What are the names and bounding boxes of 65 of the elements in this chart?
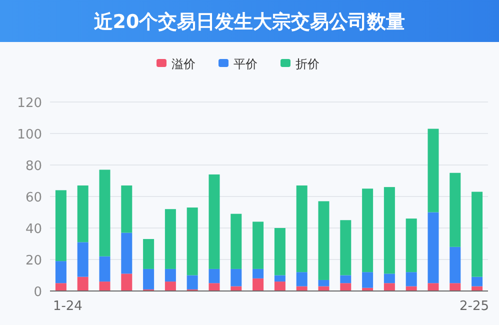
bar [77,242,88,277]
legend-label: 平价 [234,57,258,71]
bar [208,174,220,269]
bar [77,185,88,242]
bar [252,278,264,291]
bar [450,172,461,247]
bar [296,272,308,286]
bar [362,188,374,272]
legend-label: 溢价 [172,57,196,71]
bar [55,283,66,291]
bar [340,220,352,276]
bar [296,185,308,272]
y-tick-label: 20 [25,254,42,268]
bar [318,280,330,286]
bar [450,246,461,284]
bar [384,283,395,291]
y-tick-label: 0 [34,285,42,300]
bar [362,272,374,288]
x-tick-label: 1-24 [52,299,82,314]
y-tick-label: 40 [25,222,42,237]
chart-title: 近20个交易日发生大宗交易公司数量 [92,11,406,33]
bar [318,201,330,280]
bar [121,274,132,291]
bar [186,208,198,276]
bar [340,283,352,291]
y-tick-label: 120 [17,96,42,111]
bar [77,276,88,291]
x-tick-label: 2-25 [460,299,490,314]
bar [99,170,110,256]
bar [428,128,439,212]
bar [121,232,132,274]
bar [55,190,66,262]
bar [164,268,176,282]
bar [230,268,242,286]
bar [406,272,417,286]
bar [252,222,264,269]
bar [472,276,483,286]
bar [164,209,176,269]
bar [230,214,242,269]
bar [208,283,220,291]
bar [274,282,286,291]
y-tick-label: 80 [25,159,42,174]
bar [428,283,439,291]
bar [55,261,66,284]
bar [274,228,286,276]
bar [252,268,264,278]
bar [274,275,286,282]
bar [406,218,417,272]
legend-label: 折价 [296,57,320,71]
bar [164,282,176,291]
bar [472,192,483,277]
bar [384,187,395,274]
bar [143,239,154,269]
bar [186,275,198,290]
bar [208,268,220,284]
bar [121,185,132,233]
bar [143,268,154,290]
bar [99,282,110,291]
bar [340,275,352,284]
y-tick-label: 60 [25,190,42,206]
bar [384,274,395,284]
y-tick-label: 100 [17,128,42,142]
bar [428,212,439,284]
bar [99,256,110,282]
bar [450,283,461,291]
